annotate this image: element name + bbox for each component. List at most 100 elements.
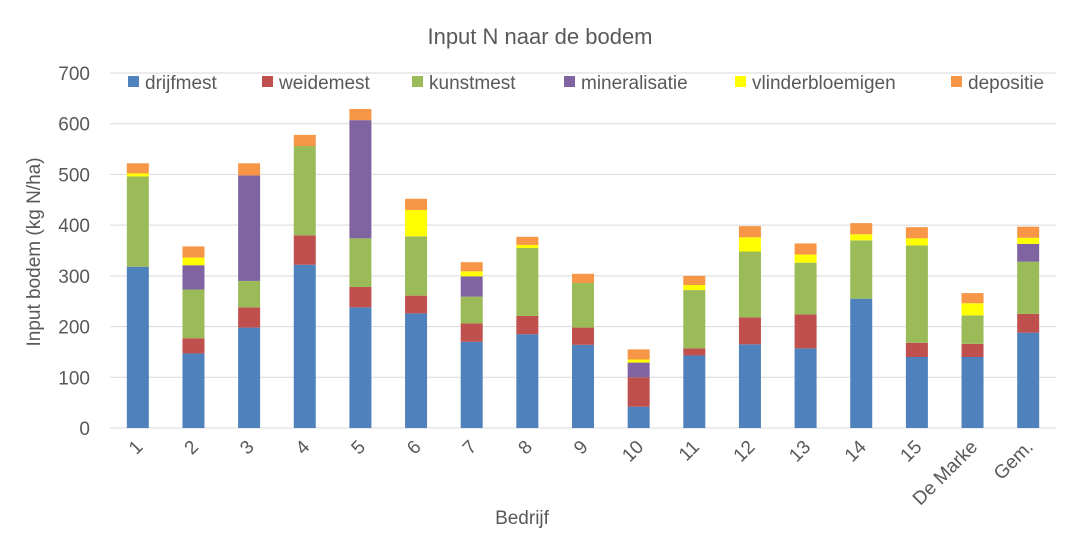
bar-depositie [182, 246, 205, 258]
bar-kunstmest [405, 236, 428, 296]
bar-stack-16 [1017, 226, 1040, 428]
bar-stack-11 [738, 226, 761, 428]
bar-stack-10 [683, 275, 706, 428]
y-tick-label: 100 [58, 368, 90, 389]
legend-item-drijfmest: drijfmest [128, 73, 218, 94]
x-tick-label: 10 [618, 437, 648, 467]
x-tick-label: 9 [570, 437, 592, 459]
bar-kunstmest [905, 245, 928, 343]
x-tick-label: 6 [403, 437, 425, 459]
bar-drijfmest [961, 357, 984, 428]
y-tick-labels: 0 100 200 300 400 500 600 700 [58, 64, 90, 440]
bar-depositie [627, 349, 650, 360]
bar-stack-12 [794, 243, 817, 428]
bar-weidemest [293, 235, 316, 265]
bar-drijfmest [905, 357, 928, 428]
bar-drijfmest [460, 341, 483, 428]
bar-kunstmest [126, 176, 149, 267]
x-tick-label: 5 [348, 437, 370, 459]
bar-stack-13 [850, 223, 873, 428]
bar-stack-5 [405, 198, 428, 428]
legend-item-mineralisatie: mineralisatie [564, 73, 688, 94]
bar-vlinderbloemigen [627, 359, 650, 363]
bar-drijfmest [683, 355, 706, 428]
x-tick-label: 14 [841, 436, 871, 466]
bar-depositie [850, 223, 873, 235]
bar-mineralisatie [460, 276, 483, 297]
bar-drijfmest [794, 348, 817, 428]
bar-weidemest [572, 327, 594, 345]
bar-vlinderbloemigen [460, 271, 483, 277]
bar-drijfmest [738, 344, 761, 428]
x-tick-label: 1 [125, 437, 147, 459]
legend-item-kunstmest: kunstmest [412, 73, 516, 94]
x-tick-label: 2 [181, 437, 203, 459]
y-tick-label: 600 [58, 115, 90, 136]
bar-drijfmest [572, 344, 594, 428]
bar-vlinderbloemigen [1017, 237, 1040, 244]
bar-weidemest [516, 315, 539, 335]
bar-kunstmest [794, 262, 817, 315]
bar-depositie [683, 275, 706, 285]
bar-kunstmest [182, 289, 205, 339]
bar-stack-2 [238, 163, 261, 428]
bar-mineralisatie [238, 175, 261, 281]
bar-kunstmest [460, 296, 483, 324]
legend-label: kunstmest [429, 73, 516, 94]
chart-title: Input N naar de bodem [427, 24, 652, 49]
bar-vlinderbloemigen [126, 173, 149, 177]
bar-depositie [349, 109, 372, 121]
bar-depositie [405, 198, 428, 210]
legend-item-vlinderbloemigen: vlinderbloemigen [735, 73, 896, 94]
y-tick-label: 400 [58, 216, 90, 237]
bar-vlinderbloemigen [405, 209, 428, 237]
bar-drijfmest [349, 307, 372, 428]
bar-vlinderbloemigen [794, 254, 817, 263]
x-tick-label: 4 [292, 436, 315, 459]
legend-label: vlinderbloemigen [752, 73, 896, 94]
bar-weidemest [905, 342, 928, 357]
bar-kunstmest [349, 238, 372, 288]
bar-drijfmest [1017, 332, 1040, 428]
bar-drijfmest [182, 353, 205, 428]
legend-swatch [128, 76, 139, 87]
bar-kunstmest [293, 146, 316, 236]
bar-weidemest [683, 348, 706, 356]
bar-stack-7 [516, 236, 539, 428]
bar-stack-3 [293, 134, 316, 428]
bar-kunstmest [961, 315, 984, 344]
bar-kunstmest [516, 247, 539, 316]
x-tick-label: 7 [459, 437, 481, 459]
x-axis-label: Bedrijf [495, 508, 550, 529]
bar-kunstmest [572, 282, 594, 328]
bar-weidemest [1017, 313, 1040, 333]
bar-weidemest [349, 287, 372, 308]
bar-stack-1 [182, 246, 205, 428]
legend-swatch [951, 76, 962, 87]
bar-weidemest [627, 377, 650, 407]
bar-stack-8 [572, 273, 594, 428]
bar-weidemest [961, 343, 984, 357]
x-tick-label: Gem. [990, 437, 1038, 485]
legend-label: drijfmest [145, 73, 218, 94]
bar-depositie [460, 262, 483, 272]
bar-drijfmest [516, 334, 539, 428]
bar-kunstmest [850, 240, 873, 299]
bar-drijfmest [627, 406, 650, 428]
bar-vlinderbloemigen [850, 234, 873, 241]
legend-swatch [735, 76, 746, 87]
bar-kunstmest [1017, 261, 1040, 314]
y-tick-label: 500 [58, 165, 90, 186]
y-tick-label: 700 [58, 64, 90, 85]
bar-drijfmest [405, 313, 428, 428]
bar-depositie [961, 293, 984, 304]
bar-drijfmest [293, 264, 316, 428]
bar-vlinderbloemigen [516, 244, 539, 248]
legend-swatch [262, 76, 273, 87]
bar-mineralisatie [1017, 243, 1040, 262]
legend-swatch [412, 76, 423, 87]
bar-stack-0 [126, 163, 149, 428]
bar-vlinderbloemigen [961, 303, 984, 316]
bar-depositie [126, 163, 149, 174]
